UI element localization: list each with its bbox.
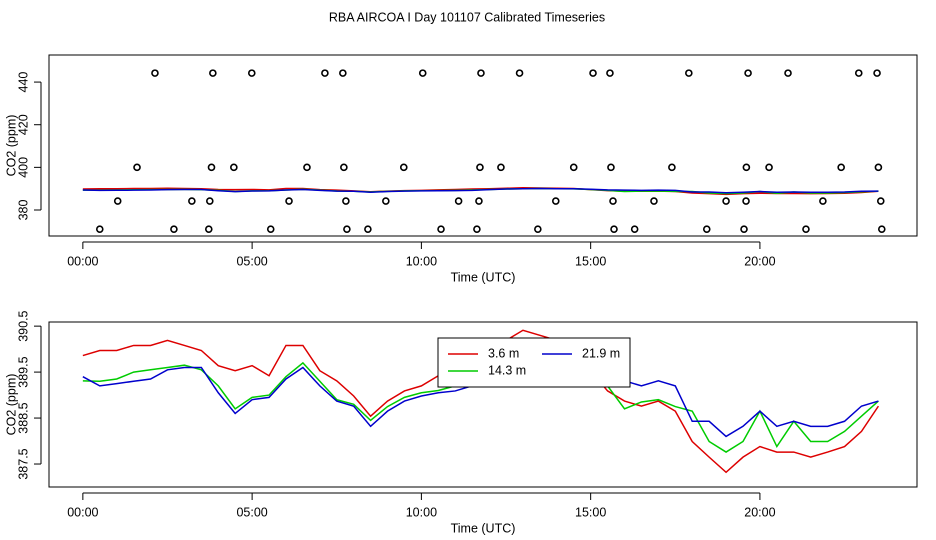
calibration-point bbox=[534, 225, 542, 233]
calibration-point bbox=[209, 69, 217, 77]
x-tick-label: 20:00 bbox=[744, 505, 775, 519]
y-tick-label: 440 bbox=[16, 72, 30, 93]
calibration-point bbox=[876, 197, 885, 205]
y-tick-label: 380 bbox=[16, 200, 30, 221]
y-tick-label: 400 bbox=[16, 157, 30, 178]
calibration-point bbox=[873, 69, 881, 77]
calibration-point bbox=[742, 197, 750, 205]
calibration-point bbox=[630, 225, 639, 233]
calibration-point bbox=[569, 163, 578, 172]
x-tick-label: 05:00 bbox=[236, 505, 267, 519]
calibration-point bbox=[877, 225, 886, 233]
calibration-point bbox=[740, 225, 748, 233]
calibration-point bbox=[744, 69, 752, 77]
calibration-point bbox=[399, 163, 408, 172]
calibration-point bbox=[342, 197, 350, 205]
calibration-point bbox=[95, 225, 104, 233]
x-tick-label: 10:00 bbox=[406, 505, 437, 519]
calibration-point bbox=[285, 197, 293, 205]
calibration-point bbox=[188, 197, 196, 205]
calibration-point bbox=[266, 225, 275, 233]
calibration-point bbox=[151, 69, 159, 77]
calibration-point bbox=[113, 197, 122, 205]
calibration-point bbox=[650, 197, 658, 205]
calibration-point bbox=[742, 163, 751, 172]
x-tick-label: 15:00 bbox=[575, 505, 606, 519]
calibration-point bbox=[477, 69, 485, 77]
calibration-point bbox=[606, 69, 614, 77]
legend-label: 3.6 m bbox=[488, 346, 519, 360]
calibration-point bbox=[819, 197, 827, 205]
calibration-point bbox=[802, 225, 810, 233]
calibration-point bbox=[133, 163, 141, 172]
calibration-point bbox=[784, 69, 792, 77]
legend-box bbox=[437, 337, 631, 388]
x-tick-label: 05:00 bbox=[236, 254, 267, 268]
calibration-point bbox=[610, 225, 618, 233]
calibration-point bbox=[551, 197, 560, 205]
calibration-point bbox=[230, 163, 238, 172]
x-tick-label: 15:00 bbox=[575, 254, 606, 268]
calibration-point bbox=[874, 163, 883, 172]
calibration-point bbox=[418, 69, 427, 77]
calibration-point bbox=[473, 225, 481, 233]
calibration-point bbox=[206, 197, 214, 205]
calibration-point bbox=[475, 197, 483, 205]
calibration-point bbox=[303, 163, 311, 172]
calibration-point bbox=[437, 225, 445, 233]
calibration-point bbox=[607, 163, 615, 172]
y-tick-label: 420 bbox=[16, 114, 30, 135]
series-line bbox=[82, 187, 879, 194]
calibration-point bbox=[837, 163, 845, 172]
calibration-point bbox=[340, 163, 348, 172]
x-axis-label: Time (UTC) bbox=[451, 521, 516, 535]
y-tick-label: 387.5 bbox=[16, 448, 30, 479]
y-axis-label: CO2 (ppm) bbox=[4, 115, 18, 177]
y-axis-label: CO2 (ppm) bbox=[4, 374, 18, 436]
calibration-point bbox=[454, 197, 463, 205]
x-tick-label: 00:00 bbox=[67, 254, 98, 268]
x-tick-label: 20:00 bbox=[744, 254, 775, 268]
x-tick-label: 00:00 bbox=[67, 505, 98, 519]
y-tick-label: 389.5 bbox=[16, 356, 30, 387]
calibration-point bbox=[497, 163, 505, 172]
x-tick-label: 10:00 bbox=[406, 254, 437, 268]
calibration-point bbox=[321, 69, 329, 77]
series-line bbox=[82, 187, 879, 196]
chart-title: RBA AIRCOA I Day 101107 Calibrated Times… bbox=[329, 10, 605, 24]
calibration-point bbox=[685, 69, 693, 77]
calibration-point bbox=[765, 163, 773, 172]
calibration-point bbox=[722, 197, 730, 205]
calibration-point bbox=[589, 69, 597, 77]
legend-label: 21.9 m bbox=[582, 346, 620, 360]
calibration-point bbox=[204, 225, 213, 233]
calibration-point bbox=[854, 69, 863, 77]
calibration-point bbox=[382, 197, 390, 205]
y-tick-label: 390.5 bbox=[16, 310, 30, 341]
calibration-point bbox=[170, 225, 178, 233]
calibration-point bbox=[247, 69, 256, 77]
x-axis-label: Time (UTC) bbox=[451, 270, 516, 284]
plot-box bbox=[48, 321, 918, 488]
calibration-point bbox=[668, 163, 676, 172]
calibration-point bbox=[339, 69, 347, 77]
calibration-point bbox=[207, 163, 216, 172]
legend-label: 14.3 m bbox=[488, 363, 526, 377]
calibration-point bbox=[343, 225, 351, 233]
plot-box bbox=[48, 54, 918, 237]
calibration-point bbox=[476, 163, 484, 172]
calibration-point bbox=[702, 225, 711, 233]
y-tick-label: 388.5 bbox=[16, 402, 30, 433]
calibration-point bbox=[515, 69, 524, 77]
calibration-point bbox=[364, 225, 372, 233]
calibration-point bbox=[609, 197, 617, 205]
